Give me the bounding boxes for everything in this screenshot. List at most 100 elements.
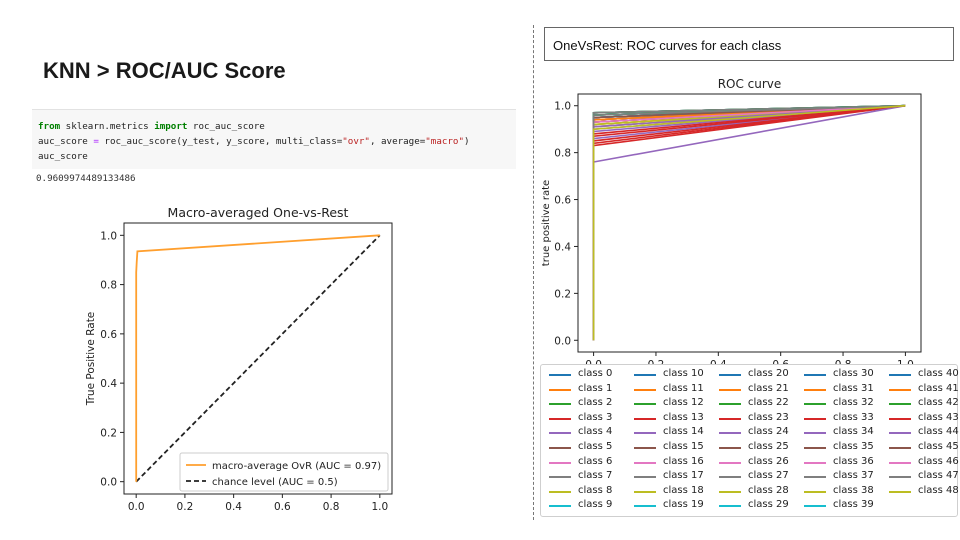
legend-label: class 25 (748, 441, 789, 452)
legend-swatch (549, 388, 571, 391)
legend-label: class 2 (578, 397, 613, 409)
legend-label: class 5 (578, 441, 613, 452)
legend-swatch (719, 476, 741, 479)
x-tick-label: 1.0 (371, 501, 388, 513)
y-tick-label: 0.8 (554, 148, 571, 160)
legend-label: class 35 (833, 441, 874, 452)
legend-label: class 19 (663, 499, 704, 511)
legend-label: class 10 (663, 368, 704, 379)
legend-swatch (549, 505, 571, 508)
legend-label: class 12 (663, 397, 704, 409)
legend-label: class 24 (748, 426, 789, 438)
x-tick-label: 0.4 (225, 501, 242, 513)
legend-swatch (719, 490, 741, 493)
legend-swatch (719, 403, 741, 406)
y-tick-label: 0.6 (100, 329, 117, 341)
legend-label: class 34 (833, 426, 874, 438)
legend-swatch (549, 417, 571, 420)
legend-swatch (804, 505, 826, 508)
legend-label: class 26 (748, 455, 789, 467)
code-cell[interactable]: from sklearn.metrics import roc_auc_scor… (32, 109, 516, 169)
legend-swatch (804, 447, 826, 449)
legend-label: macro-average OvR (AUC = 0.97) (212, 461, 381, 472)
y-tick-label: 0.4 (100, 378, 117, 390)
y-axis-label: true positive rate (541, 180, 552, 266)
legend-swatch (719, 417, 741, 420)
legend-label: class 14 (663, 426, 704, 438)
y-tick-label: 0.8 (100, 280, 117, 292)
legend-label: class 44 (918, 426, 959, 438)
legend-swatch (719, 461, 741, 464)
legend-swatch (889, 461, 911, 464)
panel-divider (533, 25, 534, 520)
legend-label: class 17 (663, 470, 704, 482)
legend-label: class 29 (748, 499, 789, 511)
legend-swatch (549, 490, 571, 493)
code-line-1: from sklearn.metrics import roc_auc_scor… (38, 121, 265, 132)
legend-label: class 7 (578, 470, 613, 482)
x-tick-label: 0.6 (274, 501, 291, 513)
legend-label: class 46 (918, 455, 959, 467)
legend-label: chance level (AUC = 0.5) (212, 477, 338, 488)
ovr-legend: class 0 class 1 class 2 class 3 class 4 class… (540, 364, 959, 517)
legend-swatch (634, 505, 656, 508)
code-module: sklearn.metrics (60, 121, 155, 132)
chart-title: Macro-averaged One-vs-Rest (168, 205, 349, 220)
legend-swatch (634, 388, 656, 391)
legend-label: class 18 (663, 484, 704, 496)
legend-swatch (549, 461, 571, 464)
legend-label: class 41 (918, 382, 959, 394)
legend-label: class 16 (663, 455, 704, 467)
code-call: roc_auc_score(y_test, y_score, multi_cla… (98, 136, 343, 147)
legend-swatch (549, 374, 571, 376)
slide-title: KNN > ROC/AUC Score (43, 58, 286, 83)
legend-label: class 40 (918, 368, 959, 379)
legend-label: class 9 (578, 499, 613, 511)
legend-swatch (889, 403, 911, 406)
legend-swatch (549, 432, 571, 435)
code-string-ovr: "ovr" (342, 136, 370, 147)
legend-label: class 37 (833, 470, 874, 482)
legend-label: class 31 (833, 382, 874, 394)
legend-swatch (634, 490, 656, 493)
x-tick-label: 0.8 (323, 501, 340, 513)
legend-swatch (889, 490, 911, 493)
legend-swatch (804, 388, 826, 391)
legend-swatch (634, 417, 656, 420)
legend-swatch (889, 447, 911, 449)
chance-level-line (135, 234, 381, 483)
legend-swatch (634, 374, 656, 376)
code-lhs: auc_score (38, 136, 94, 147)
legend-swatch (634, 447, 656, 449)
legend-swatch (634, 461, 656, 464)
y-tick-label: 0.2 (100, 427, 117, 439)
chart-title: ROC curve (718, 77, 782, 91)
legend-label: class 11 (663, 382, 704, 394)
legend-label: class 15 (663, 441, 704, 452)
code-line-3: auc_score (38, 151, 88, 162)
legend-label: class 43 (918, 411, 959, 423)
y-tick-label: 1.0 (100, 230, 117, 242)
legend-swatch (804, 490, 826, 493)
legend-swatch (889, 388, 911, 391)
y-axis-label: True Positive Rate (85, 312, 97, 407)
code-output: 0.9609974489133486 (36, 173, 136, 184)
legend-label: class 28 (748, 484, 789, 496)
code-keyword-import: import (154, 121, 188, 132)
legend-label: class 22 (748, 397, 789, 409)
legend-label: class 0 (578, 368, 613, 379)
legend-label: class 20 (748, 368, 789, 379)
legend-label: class 4 (578, 426, 613, 438)
legend-label: class 21 (748, 382, 789, 394)
legend-swatch (549, 403, 571, 406)
legend-swatch (634, 476, 656, 479)
y-tick-label: 1.0 (554, 101, 571, 113)
y-tick-label: 0.6 (554, 195, 571, 207)
legend-swatch (634, 403, 656, 406)
right-panel-title: OneVsRest: ROC curves for each class (553, 38, 782, 53)
legend-label: class 27 (748, 470, 789, 482)
legend-label: class 1 (578, 382, 613, 394)
legend-swatch (549, 476, 571, 479)
legend-label: class 39 (833, 499, 874, 511)
